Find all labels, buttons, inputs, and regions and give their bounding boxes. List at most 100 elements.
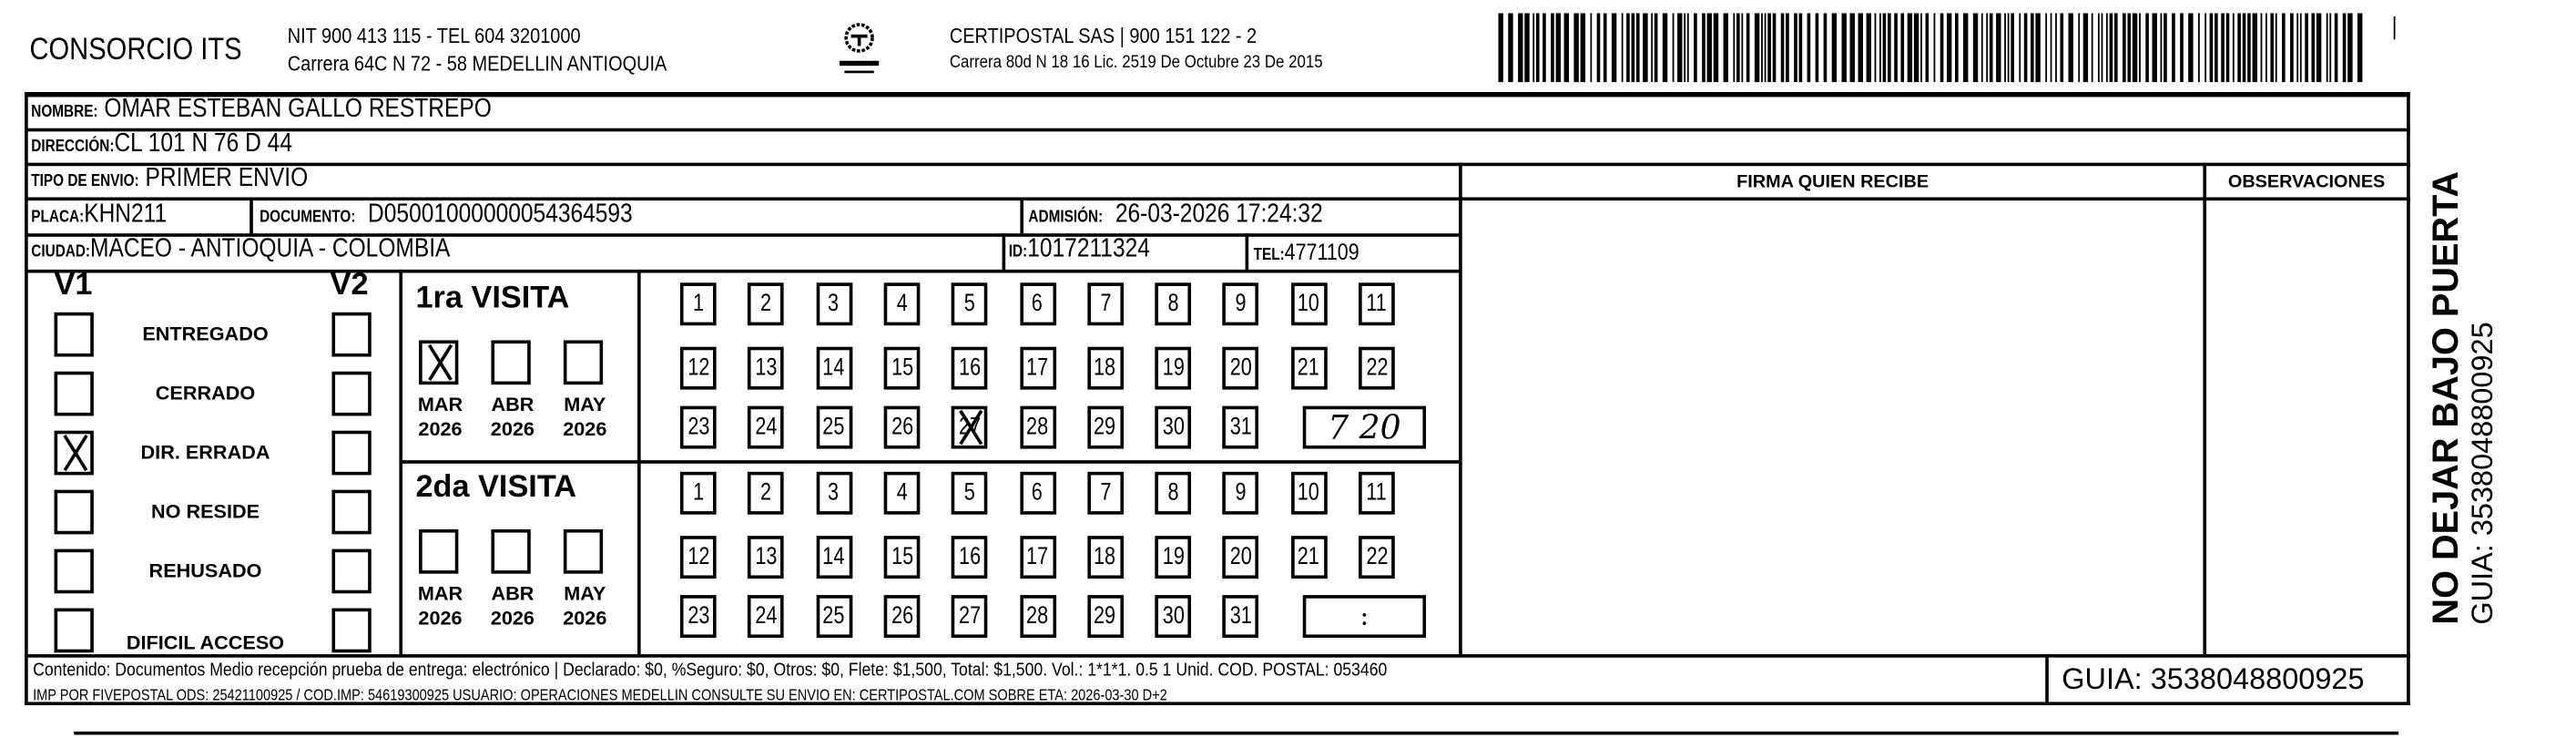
day-box-14[interactable]: 14: [815, 536, 852, 579]
day-box-24[interactable]: 24: [748, 595, 785, 639]
day-box-26[interactable]: 26: [883, 405, 921, 449]
day-box-29[interactable]: 29: [1087, 595, 1124, 639]
day-box-5[interactable]: 5: [951, 471, 988, 515]
day-box-15[interactable]: 15: [883, 536, 921, 579]
day-box-29[interactable]: 29: [1087, 405, 1124, 449]
day-box-18[interactable]: 18: [1087, 536, 1124, 579]
day-box-19[interactable]: 19: [1155, 536, 1192, 579]
time-box[interactable]: 7 20: [1302, 405, 1427, 449]
day-box-13[interactable]: 13: [748, 536, 785, 579]
v2-checkbox[interactable]: [331, 489, 372, 535]
day-box-20[interactable]: 20: [1223, 346, 1259, 390]
day-box-16[interactable]: 16: [951, 346, 988, 390]
day-box-2[interactable]: 2: [748, 282, 785, 326]
company-name: CONSORCIO ITS: [29, 33, 242, 67]
day-box-26[interactable]: 26: [883, 595, 921, 639]
day-box-7[interactable]: 7: [1087, 471, 1124, 515]
day-box-10[interactable]: 10: [1290, 282, 1328, 326]
day-box-25[interactable]: 25: [815, 595, 852, 639]
barcode-bar: [2011, 13, 2014, 83]
day-box-24[interactable]: 24: [748, 405, 785, 449]
month-checkbox[interactable]: [563, 340, 604, 385]
barcode-bar: [1736, 13, 1740, 83]
divider: [25, 92, 28, 706]
day-box-3[interactable]: 3: [815, 471, 852, 515]
day-box-19[interactable]: 19: [1155, 346, 1192, 390]
day-box-17[interactable]: 17: [1019, 536, 1056, 579]
month-checkbox[interactable]: [491, 340, 531, 385]
day-box-27[interactable]: 27: [951, 595, 988, 639]
day-box-16[interactable]: 16: [951, 536, 988, 579]
month-checkbox[interactable]: [419, 528, 459, 574]
v2-checkbox[interactable]: [331, 608, 372, 653]
day-box-12[interactable]: 12: [679, 346, 717, 390]
day-box-14[interactable]: 14: [815, 346, 852, 390]
day-box-9[interactable]: 9: [1223, 282, 1259, 326]
day-box-6[interactable]: 6: [1019, 282, 1056, 326]
day-box-23[interactable]: 23: [679, 405, 717, 449]
month-year: 2026: [418, 606, 463, 630]
v1-checkbox[interactable]: [54, 312, 94, 357]
v2-checkbox[interactable]: [331, 430, 372, 476]
v2-header: V2: [330, 268, 369, 302]
day-box-2[interactable]: 2: [748, 471, 785, 515]
month-name: ABR: [491, 393, 535, 416]
barcode-bar: [1761, 13, 1763, 83]
day-box-30[interactable]: 30: [1155, 405, 1192, 449]
day-box-30[interactable]: 30: [1155, 595, 1192, 639]
day-box-4[interactable]: 4: [883, 471, 921, 515]
documento-value: D05001000000054364593: [368, 200, 633, 229]
day-box-8[interactable]: 8: [1155, 471, 1192, 515]
day-box-22[interactable]: 22: [1359, 346, 1395, 390]
time-box[interactable]: :: [1302, 595, 1427, 639]
day-box-5[interactable]: 5: [951, 282, 988, 326]
day-box-11[interactable]: 11: [1359, 471, 1395, 515]
day-box-4[interactable]: 4: [883, 282, 921, 326]
day-box-28[interactable]: 28: [1019, 595, 1056, 639]
v2-checkbox[interactable]: [331, 371, 372, 416]
day-box-28[interactable]: 28: [1019, 405, 1056, 449]
v2-checkbox[interactable]: [331, 548, 372, 594]
documento-field: DOCUMENTO: D05001000000054364593: [260, 200, 633, 230]
barcode-bar: [1841, 13, 1847, 83]
day-box-20[interactable]: 20: [1223, 536, 1259, 579]
barcode-bar: [2007, 13, 2010, 83]
v1-checkbox[interactable]: [54, 489, 94, 535]
visit-title: 2da VISITA: [415, 470, 576, 505]
day-box-13[interactable]: 13: [748, 346, 785, 390]
day-box-27[interactable]: 27: [951, 405, 988, 449]
barcode-bar: [2055, 13, 2057, 83]
month-checkbox[interactable]: [491, 528, 531, 574]
v1-checkbox[interactable]: [54, 608, 94, 653]
day-box-22[interactable]: 22: [1359, 536, 1395, 579]
day-box-12[interactable]: 12: [679, 536, 717, 579]
day-box-6[interactable]: 6: [1019, 471, 1056, 515]
no-dejar-warning: NO DEJAR BAJO PUERTA: [2424, 170, 2467, 625]
v1-checkbox[interactable]: [54, 430, 94, 476]
day-box-15[interactable]: 15: [883, 346, 921, 390]
day-box-9[interactable]: 9: [1223, 471, 1259, 515]
day-box-23[interactable]: 23: [679, 595, 717, 639]
barcode-bar: [2329, 13, 2332, 83]
day-box-11[interactable]: 11: [1359, 282, 1395, 326]
day-box-18[interactable]: 18: [1087, 346, 1124, 390]
day-box-1[interactable]: 1: [679, 282, 717, 326]
day-box-31[interactable]: 31: [1223, 595, 1259, 639]
v2-checkbox[interactable]: [331, 312, 372, 357]
month-checkbox[interactable]: [419, 340, 459, 385]
barcode-bar: [1940, 13, 1944, 83]
day-box-1[interactable]: 1: [679, 471, 717, 515]
barcode-bar: [2109, 13, 2113, 83]
day-box-3[interactable]: 3: [815, 282, 852, 326]
v1-checkbox[interactable]: [54, 548, 94, 594]
day-box-7[interactable]: 7: [1087, 282, 1124, 326]
v1-checkbox[interactable]: [54, 371, 94, 416]
day-box-21[interactable]: 21: [1290, 346, 1328, 390]
day-box-25[interactable]: 25: [815, 405, 852, 449]
day-box-31[interactable]: 31: [1223, 405, 1259, 449]
day-box-8[interactable]: 8: [1155, 282, 1192, 326]
day-box-17[interactable]: 17: [1019, 346, 1056, 390]
month-checkbox[interactable]: [563, 528, 604, 574]
day-box-21[interactable]: 21: [1290, 536, 1328, 579]
day-box-10[interactable]: 10: [1290, 471, 1328, 515]
